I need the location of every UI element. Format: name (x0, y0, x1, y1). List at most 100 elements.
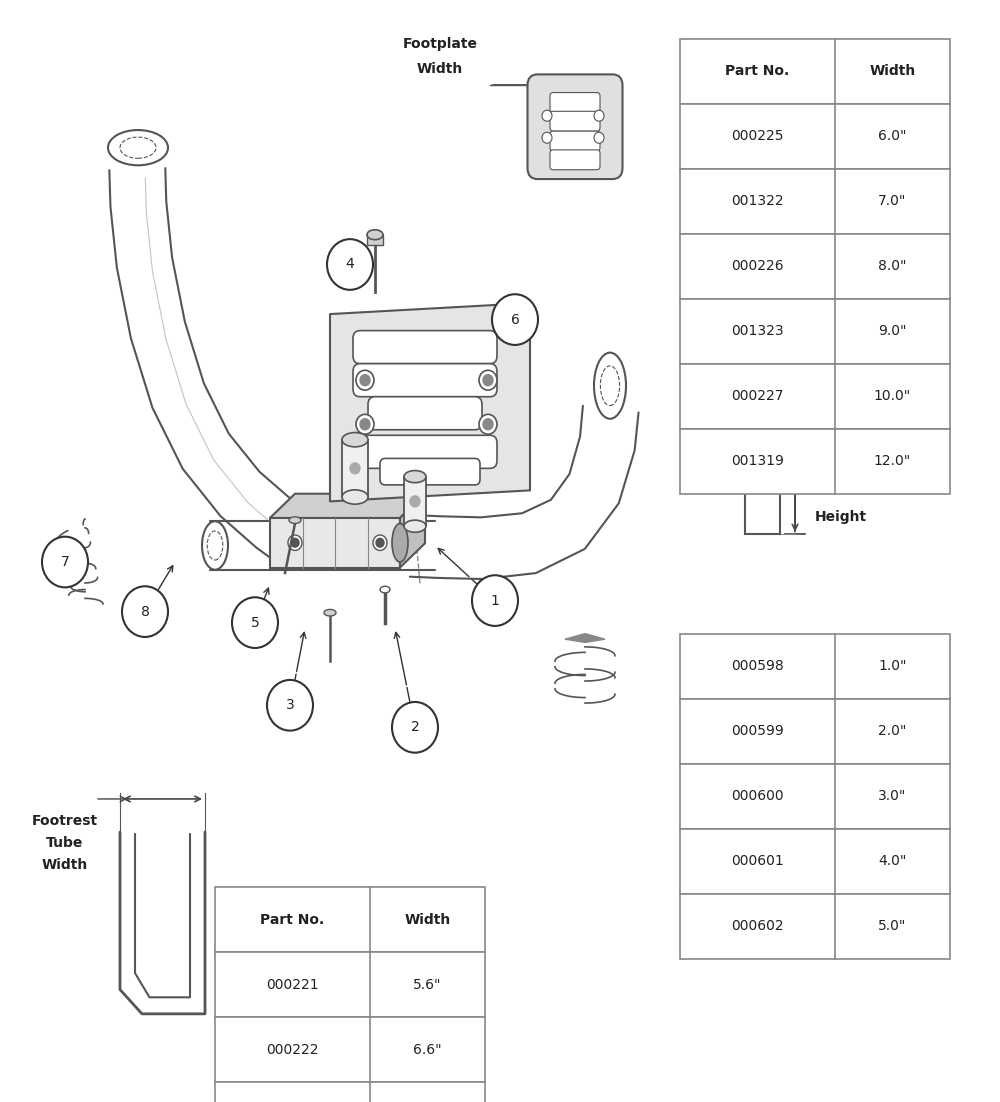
Bar (680, 429, 950, 494)
Circle shape (542, 110, 552, 121)
Bar (680, 169, 950, 234)
Bar (680, 894, 950, 959)
Circle shape (291, 539, 299, 548)
Text: 2: 2 (411, 721, 419, 734)
Text: Width: Width (869, 64, 916, 78)
Polygon shape (400, 494, 425, 568)
Bar (215, 887, 485, 952)
Text: 000601: 000601 (731, 854, 784, 868)
Text: Height: Height (815, 510, 867, 525)
FancyBboxPatch shape (353, 364, 497, 397)
Circle shape (479, 370, 497, 390)
Circle shape (483, 375, 493, 386)
Ellipse shape (324, 609, 336, 616)
FancyBboxPatch shape (550, 111, 600, 131)
FancyBboxPatch shape (342, 440, 368, 497)
Bar (680, 299, 950, 364)
Bar (745, 452, 780, 534)
Bar (680, 829, 950, 894)
Circle shape (373, 534, 387, 551)
Circle shape (350, 463, 360, 474)
Circle shape (356, 370, 374, 390)
Polygon shape (270, 494, 425, 518)
Text: 000226: 000226 (731, 259, 784, 273)
Text: 4: 4 (346, 258, 354, 271)
Text: Width: Width (417, 63, 463, 76)
Text: 000598: 000598 (731, 659, 784, 673)
Ellipse shape (404, 520, 426, 532)
Ellipse shape (342, 432, 368, 447)
Ellipse shape (367, 230, 383, 240)
Ellipse shape (392, 523, 408, 562)
Text: 5.6": 5.6" (413, 977, 442, 992)
Text: Riser: Riser (815, 475, 855, 489)
Text: 001323: 001323 (731, 324, 784, 338)
FancyBboxPatch shape (404, 476, 426, 526)
Text: 1.0": 1.0" (878, 659, 907, 673)
Text: 9.0": 9.0" (878, 324, 907, 338)
Text: 10.0": 10.0" (874, 389, 911, 403)
Text: 3: 3 (286, 699, 294, 712)
Bar (215, 1082, 485, 1102)
Text: 001322: 001322 (731, 194, 784, 208)
Text: 4.0": 4.0" (878, 854, 907, 868)
FancyBboxPatch shape (550, 93, 600, 112)
Circle shape (360, 419, 370, 430)
Ellipse shape (404, 471, 426, 483)
Text: 12.0": 12.0" (874, 454, 911, 468)
Text: Part No.: Part No. (725, 64, 790, 78)
Bar (680, 234, 950, 299)
Text: Width: Width (404, 912, 451, 927)
Text: 000225: 000225 (731, 129, 784, 143)
Polygon shape (330, 303, 530, 501)
Text: 000599: 000599 (731, 724, 784, 738)
Text: Tube: Tube (46, 836, 84, 850)
Circle shape (479, 414, 497, 434)
Text: 000600: 000600 (731, 789, 784, 803)
Circle shape (327, 239, 373, 290)
Text: 5.0": 5.0" (878, 919, 907, 933)
Circle shape (542, 132, 552, 143)
Circle shape (122, 586, 168, 637)
Ellipse shape (289, 517, 301, 523)
Text: 8: 8 (141, 605, 149, 618)
Circle shape (356, 414, 374, 434)
Circle shape (492, 294, 538, 345)
Circle shape (376, 539, 384, 548)
Text: Footplate: Footplate (402, 37, 478, 51)
Bar (680, 699, 950, 764)
Text: 3.0": 3.0" (878, 789, 907, 803)
Text: 000602: 000602 (731, 919, 784, 933)
Circle shape (594, 132, 604, 143)
Text: 6: 6 (511, 313, 519, 326)
Text: Width: Width (42, 858, 88, 872)
Text: 7: 7 (61, 555, 69, 569)
Text: Part No.: Part No. (260, 912, 325, 927)
Bar (680, 364, 950, 429)
Circle shape (483, 419, 493, 430)
Bar (680, 764, 950, 829)
Ellipse shape (380, 586, 390, 593)
Text: 7.0": 7.0" (878, 194, 907, 208)
Bar (680, 39, 950, 104)
Text: 000227: 000227 (731, 389, 784, 403)
Polygon shape (565, 634, 605, 642)
Circle shape (472, 575, 518, 626)
Text: 001319: 001319 (731, 454, 784, 468)
Circle shape (288, 534, 302, 551)
Text: 2.0": 2.0" (878, 724, 907, 738)
Circle shape (42, 537, 88, 587)
Circle shape (267, 680, 313, 731)
Text: 000221: 000221 (266, 977, 319, 992)
Circle shape (392, 702, 438, 753)
Text: 5: 5 (251, 616, 259, 629)
FancyBboxPatch shape (368, 397, 482, 430)
Circle shape (594, 110, 604, 121)
Bar (215, 1017, 485, 1082)
Text: 6.6": 6.6" (413, 1042, 442, 1057)
Bar (215, 952, 485, 1017)
FancyBboxPatch shape (380, 458, 480, 485)
Bar (680, 634, 950, 699)
FancyBboxPatch shape (528, 75, 622, 179)
Text: 8.0": 8.0" (878, 259, 907, 273)
